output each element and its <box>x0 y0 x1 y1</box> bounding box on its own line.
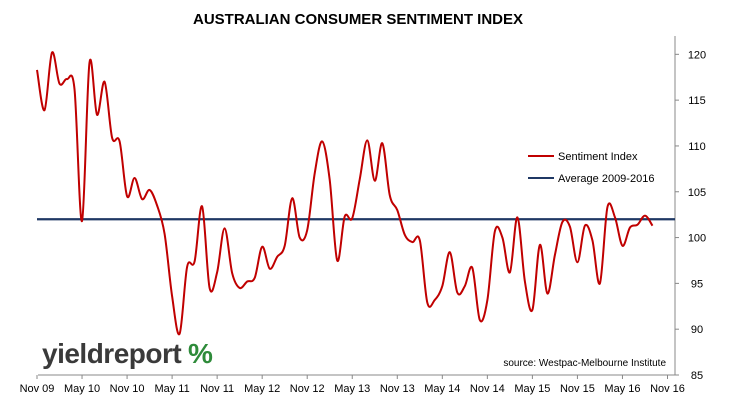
x-tick-label: May 16 <box>604 383 640 395</box>
x-tick-label: May 10 <box>64 383 100 395</box>
y-axis-ticks: 85 90 95 100 105 110 115 120 <box>675 49 706 382</box>
legend-label-sentiment: Sentiment Index <box>558 151 638 163</box>
y-tick-label: 90 <box>691 324 703 336</box>
x-tick-label: Nov 12 <box>290 383 325 395</box>
y-tick-label: 110 <box>688 141 706 153</box>
x-tick-label: Nov 11 <box>200 383 234 395</box>
legend: Sentiment Index Average 2009-2016 <box>528 151 654 185</box>
x-tick-label: Nov 16 <box>650 383 685 395</box>
x-tick-label: Nov 10 <box>110 383 145 395</box>
x-tick-label: May 11 <box>154 383 189 395</box>
x-tick-label: Nov 09 <box>20 383 55 395</box>
x-tick-label: May 12 <box>244 383 280 395</box>
x-axis-ticks: Nov 09 May 10 Nov 10 May 11 Nov 11 May 12 Nov … <box>20 375 685 395</box>
x-tick-label: May 15 <box>514 383 550 395</box>
series-sentiment-line <box>36 51 654 336</box>
y-tick-label: 105 <box>688 187 706 199</box>
x-tick-label: May 13 <box>334 383 370 395</box>
y-tick-label: 95 <box>691 278 703 290</box>
source-note: source: Westpac-Melbourne Institute <box>503 358 666 369</box>
y-tick-label: 100 <box>688 233 706 245</box>
chart-title: AUSTRALIAN CONSUMER SENTIMENT INDEX <box>193 11 523 28</box>
y-tick-label: 115 <box>688 95 706 107</box>
yieldreport-logo: yieldreport % <box>42 338 213 369</box>
x-tick-label: Nov 14 <box>470 383 505 395</box>
legend-label-average: Average 2009-2016 <box>558 173 654 185</box>
logo-wordmark: yieldreport <box>42 338 181 369</box>
x-tick-label: May 14 <box>424 383 460 395</box>
x-tick-label: Nov 13 <box>380 383 415 395</box>
y-tick-label: 120 <box>688 49 706 61</box>
x-tick-label: Nov 15 <box>560 383 595 395</box>
y-tick-label: 85 <box>691 370 703 382</box>
logo-percent-symbol: % <box>188 338 213 369</box>
